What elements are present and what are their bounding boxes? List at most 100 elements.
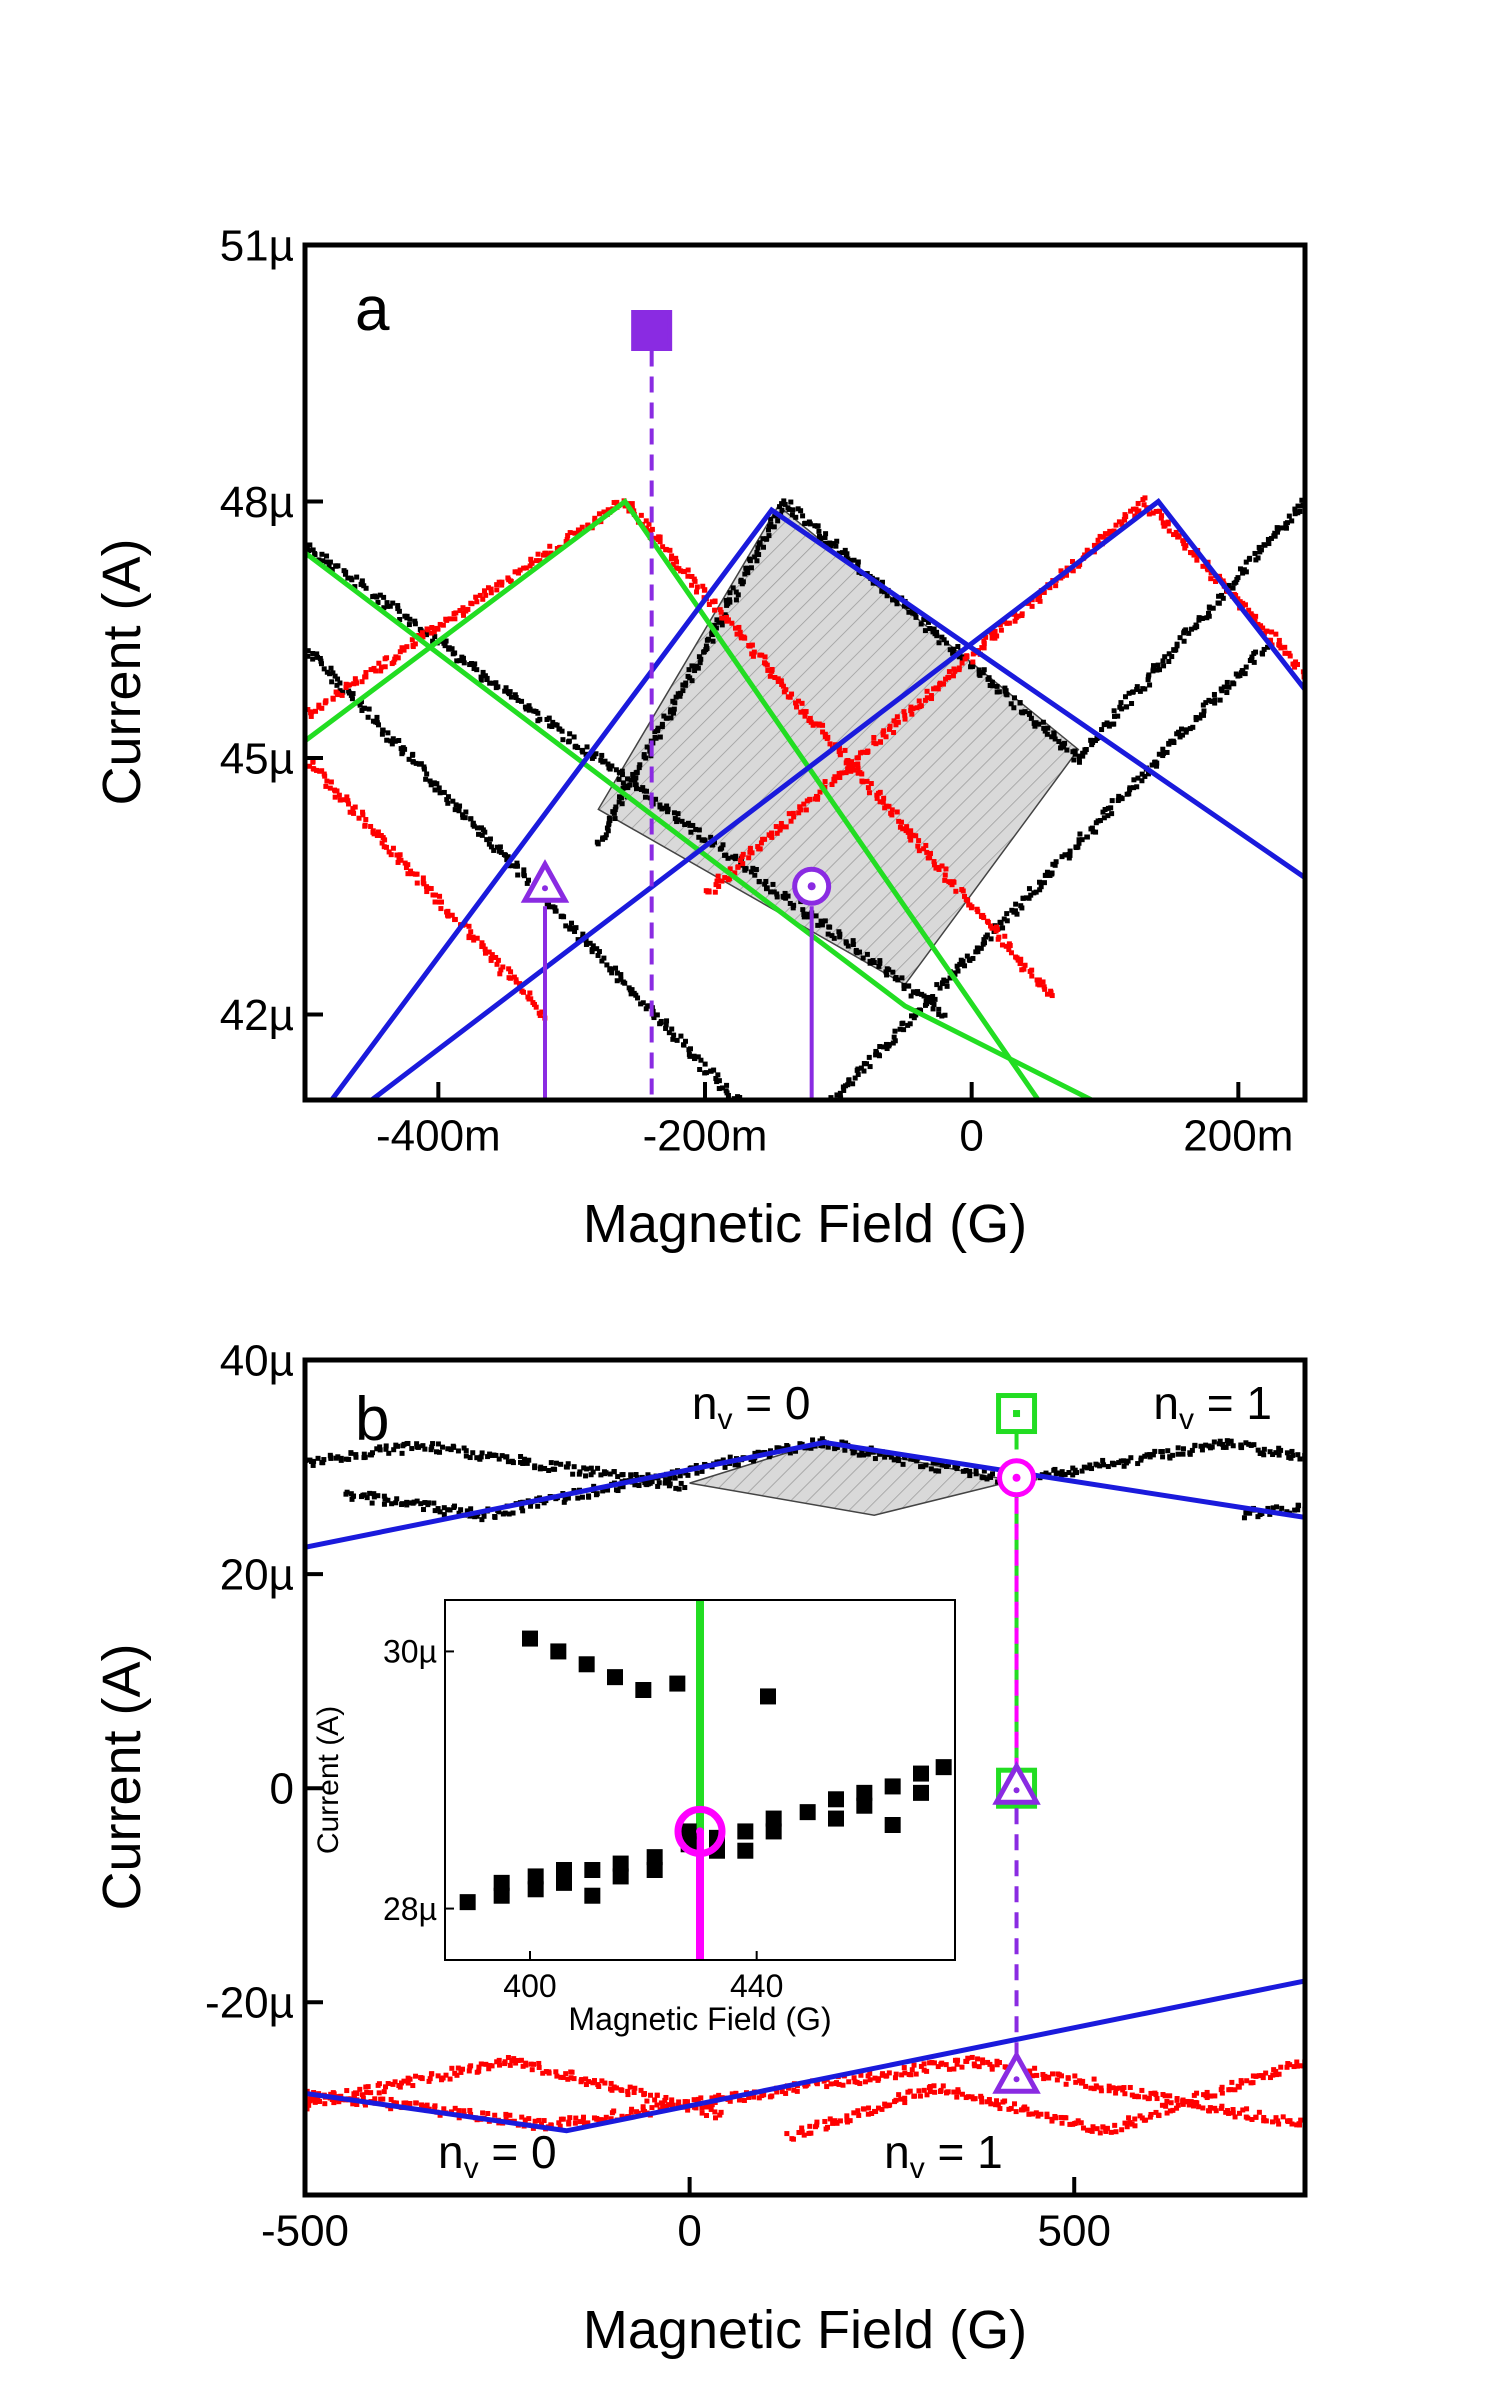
- data-point-a: [1283, 525, 1289, 531]
- data-point-b: [479, 1517, 485, 1523]
- data-point-b: [477, 1456, 483, 1462]
- data-point-a: [1053, 583, 1059, 589]
- data-point-b: [628, 2109, 634, 2115]
- data-point-a: [712, 599, 718, 605]
- data-point-a: [421, 881, 427, 887]
- data-point-a: [343, 681, 349, 687]
- data-point-a: [988, 629, 994, 635]
- data-point-b: [1259, 1511, 1265, 1517]
- data-point-b: [717, 2112, 723, 2118]
- data-point-b: [583, 2082, 589, 2088]
- data-point-b: [654, 2092, 660, 2098]
- data-point-b: [1206, 2108, 1212, 2114]
- data-point-b: [875, 2105, 881, 2111]
- data-point-a: [763, 878, 769, 884]
- data-point-b: [526, 1457, 532, 1463]
- data-point-a: [1026, 600, 1032, 606]
- data-point-b: [456, 1510, 462, 1516]
- data-point-b: [1049, 2116, 1055, 2122]
- data-point-b: [1113, 2129, 1119, 2135]
- data-point-a: [408, 868, 414, 874]
- data-point-b: [577, 1469, 583, 1475]
- data-point-b: [1075, 2118, 1081, 2124]
- y-tick-label-a: 48µ: [220, 478, 294, 527]
- data-point-b: [531, 2061, 537, 2067]
- inset-data-point: [737, 1842, 754, 1859]
- data-point-a: [1119, 521, 1125, 527]
- data-point-b: [1073, 2079, 1079, 2085]
- data-point-b: [415, 1444, 421, 1450]
- data-point-b: [1147, 2114, 1153, 2120]
- data-point-a: [988, 936, 994, 942]
- data-point-a: [478, 674, 484, 680]
- data-point-a: [966, 902, 972, 908]
- data-point-a: [1240, 668, 1246, 674]
- data-point-a: [598, 757, 604, 763]
- data-point-b: [1263, 2070, 1269, 2076]
- data-point-a: [323, 698, 329, 704]
- data-point-b: [1110, 2085, 1116, 2091]
- annotation-label: nv = 0: [438, 2126, 557, 2185]
- data-point-a: [396, 608, 402, 614]
- data-point-b: [1209, 1444, 1215, 1450]
- data-point-a: [1183, 729, 1189, 735]
- data-point-a: [724, 1090, 730, 1096]
- data-point-a: [1210, 605, 1216, 611]
- data-point-a: [801, 801, 807, 807]
- data-point-a: [878, 739, 884, 745]
- data-point-a: [383, 844, 389, 850]
- data-point-a: [1199, 615, 1205, 621]
- y-tick-label-b: -20µ: [205, 1979, 294, 2028]
- data-point-b: [938, 2087, 944, 2093]
- data-point-a: [363, 674, 369, 680]
- data-point-b: [954, 2061, 960, 2067]
- data-point-a: [1231, 591, 1237, 597]
- data-point-b: [1270, 1505, 1276, 1511]
- data-point-a: [465, 606, 471, 612]
- data-point-a: [550, 719, 556, 725]
- data-point-b: [1094, 2084, 1100, 2090]
- data-point-a: [855, 1066, 861, 1072]
- data-point-a: [876, 963, 882, 969]
- data-point-a: [715, 1072, 721, 1078]
- data-point-b: [1141, 2117, 1147, 2123]
- data-point-b: [361, 1492, 367, 1498]
- data-point-a: [1268, 637, 1274, 643]
- data-point-b: [377, 1447, 383, 1453]
- data-point-a: [915, 989, 921, 995]
- data-point-b: [331, 2100, 337, 2106]
- data-point-a: [537, 1012, 543, 1018]
- data-point-b: [435, 1506, 441, 1512]
- data-point-a: [1135, 775, 1141, 781]
- data-point-a: [777, 504, 783, 510]
- data-point-a: [1076, 759, 1082, 765]
- data-point-b: [1251, 1442, 1257, 1448]
- data-point-a: [1201, 712, 1207, 718]
- data-point-a: [864, 1061, 870, 1067]
- data-point-a: [910, 706, 916, 712]
- data-point-b: [437, 1509, 443, 1515]
- data-point-a: [1015, 613, 1021, 619]
- data-point-a: [336, 792, 342, 798]
- data-point-b: [825, 1444, 831, 1450]
- data-point-a: [722, 875, 728, 881]
- data-point-a: [1212, 697, 1218, 703]
- data-point-a: [706, 889, 712, 895]
- data-point-a: [1101, 722, 1107, 728]
- data-point-b: [672, 1475, 678, 1481]
- data-point-b: [911, 1456, 917, 1462]
- data-point-a: [775, 1141, 780, 1146]
- data-point-b: [505, 2054, 511, 2060]
- data-point-a: [943, 676, 949, 682]
- data-point-a: [846, 1077, 852, 1083]
- data-point-b: [1288, 1455, 1294, 1461]
- data-point-a: [482, 829, 488, 835]
- data-point-a: [521, 873, 527, 879]
- data-point-b: [1170, 1452, 1176, 1458]
- data-point-a: [965, 897, 971, 903]
- data-point-a: [1031, 720, 1037, 726]
- data-point-a: [480, 596, 486, 602]
- data-point-b: [1200, 2105, 1206, 2111]
- data-point-b: [677, 1473, 683, 1479]
